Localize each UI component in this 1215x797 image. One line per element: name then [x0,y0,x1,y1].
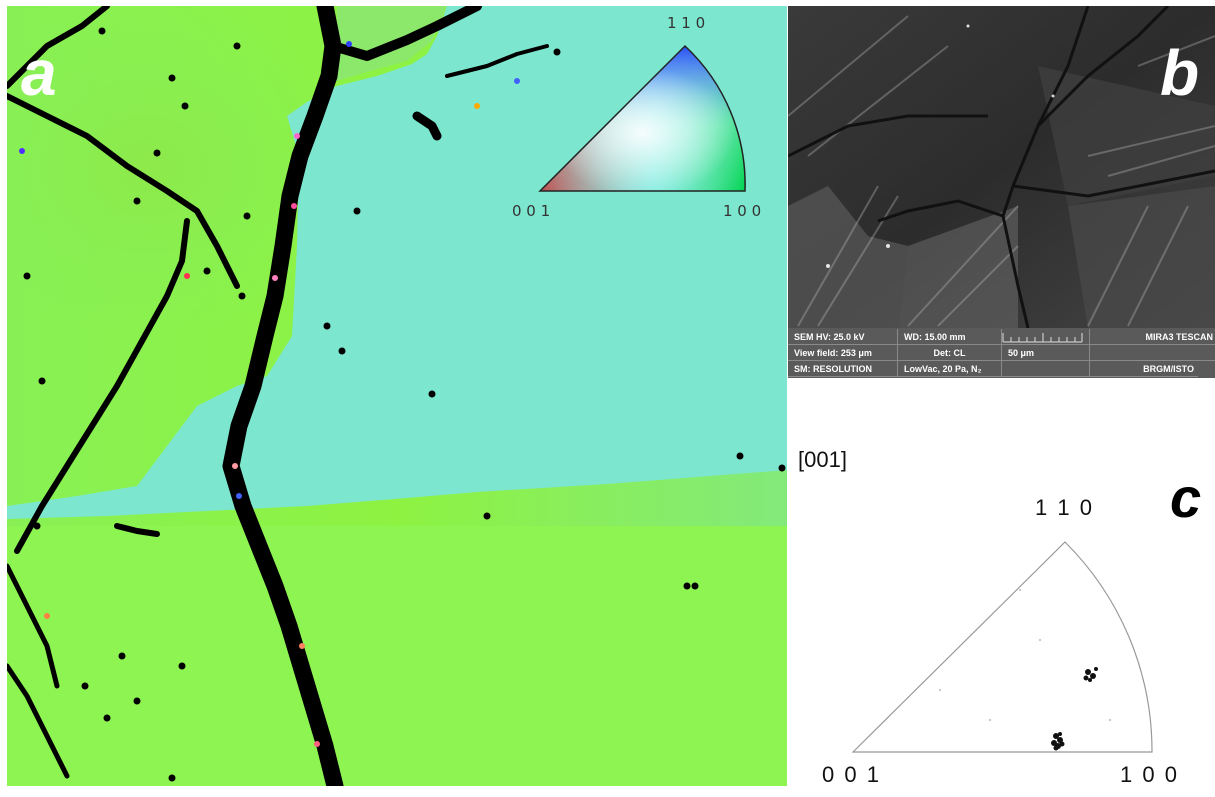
ipf-100-label: 1 0 0 [1120,762,1179,787]
sem-sm: SM: RESOLUTION [788,361,898,377]
ipf-110-label: 1 1 0 [1035,495,1094,520]
sem-brand: MIRA3 TESCAN [1090,329,1215,345]
scale-bar-graphic [1002,333,1083,343]
legend-001-label: 0 0 1 [512,202,551,220]
ebsd-orientation-map: a 1 1 0 0 0 1 1 0 0 [0,0,787,795]
sem-det: Det: CL [898,345,1002,361]
ipf-001-label: 0 0 1 [822,762,881,787]
legend-110-label: 1 1 0 [667,14,706,32]
sem-vac: LowVac, 20 Pa, N₂ [898,361,1002,377]
sem-scale-value: 50 μm [1002,345,1090,361]
sem-blank-cell [1090,345,1215,361]
ipf-triangle-graphic [851,541,1153,753]
inverse-pole-figure: 1 1 0 0 0 1 1 0 0 [790,440,1215,792]
panel-b-label: b [1160,37,1200,109]
ebsd-map-graphic [0,0,787,795]
sem-view-field: View field: 253 μm [788,345,898,361]
sem-wd: WD: 15.00 mm [898,329,1002,345]
panel-a-label: a [21,37,57,109]
sem-org: BRGM/ISTO [1090,361,1198,377]
sem-hv: SEM HV: 25.0 kV [788,329,898,345]
ipf-direction-label: [001] [798,447,847,472]
ipf-color-key [538,44,746,192]
sem-image-graphic [787,4,1215,329]
legend-100-label: 1 0 0 [723,202,762,220]
panel-c-label: c [1170,466,1202,529]
sem-info-bar: SEM HV: 25.0 kV WD: 15.00 mm MIRA3 TESCA… [788,328,1215,378]
sem-scalebar [1002,329,1090,345]
sem-blank-cell-2 [1002,361,1090,377]
sem-cl-image: b SEM HV: 25.0 kV WD: 15.00 mm MIRA3 TES… [787,4,1215,378]
